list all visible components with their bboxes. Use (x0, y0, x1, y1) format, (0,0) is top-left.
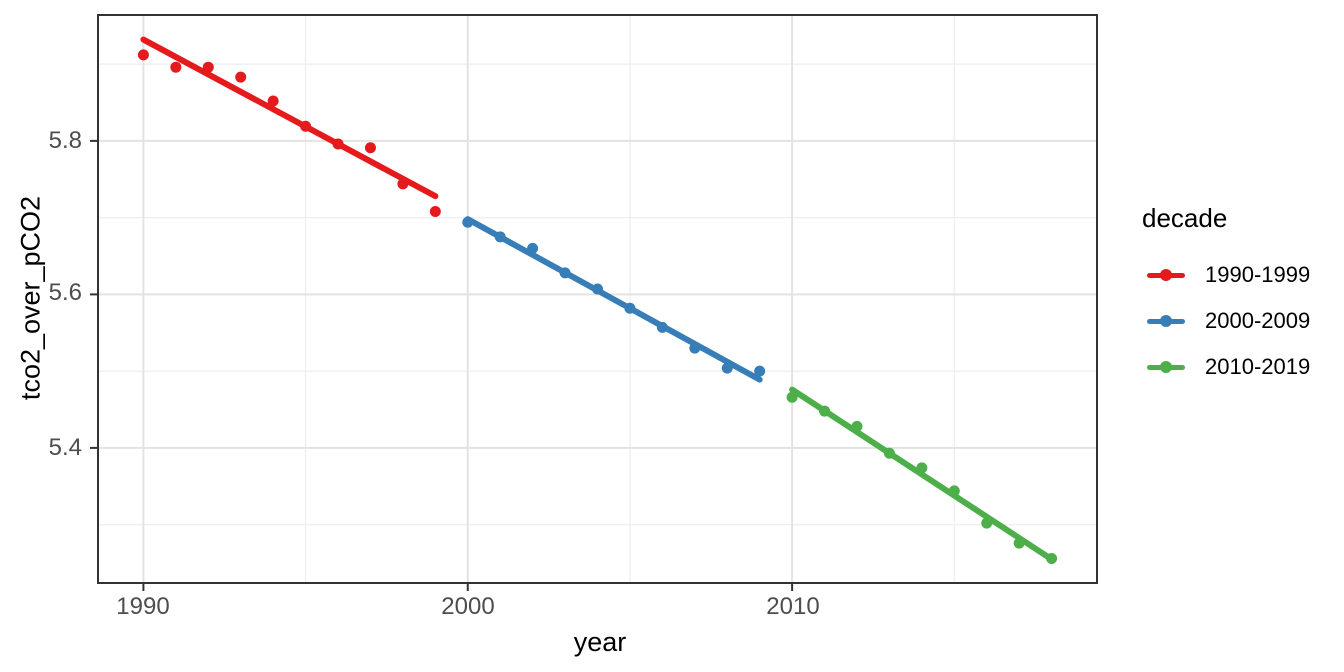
legend: decade 1990-1999 2000-2009 2010-2019 (1142, 202, 1342, 390)
x-tick-label: 2000 (441, 593, 495, 620)
x-tick-label: 1990 (116, 593, 170, 620)
y-tick-label: 5.6 (48, 279, 82, 306)
legend-key-line-dot-icon (1147, 355, 1185, 379)
legend-item-label: 2000-2009 (1205, 308, 1311, 333)
legend-title: decade (1142, 203, 1228, 233)
legend-item-label: 2010-2019 (1205, 354, 1311, 379)
legend-item: 2000-2009 (1142, 298, 1342, 344)
legend-item: 1990-1999 (1142, 252, 1342, 298)
x-axis-title: year (573, 627, 627, 657)
y-tick-label: 5.4 (48, 434, 82, 461)
legend-key-line-dot-icon (1147, 309, 1185, 333)
y-tick-label: 5.8 (48, 127, 82, 154)
legend-key-line-dot-icon (1147, 263, 1185, 287)
legend-item: 2010-2019 (1142, 344, 1342, 390)
legend-item-label: 1990-1999 (1205, 262, 1311, 287)
x-tick-label: 2010 (766, 593, 820, 620)
y-axis-title: tco2_over_pCO2 (15, 195, 46, 401)
